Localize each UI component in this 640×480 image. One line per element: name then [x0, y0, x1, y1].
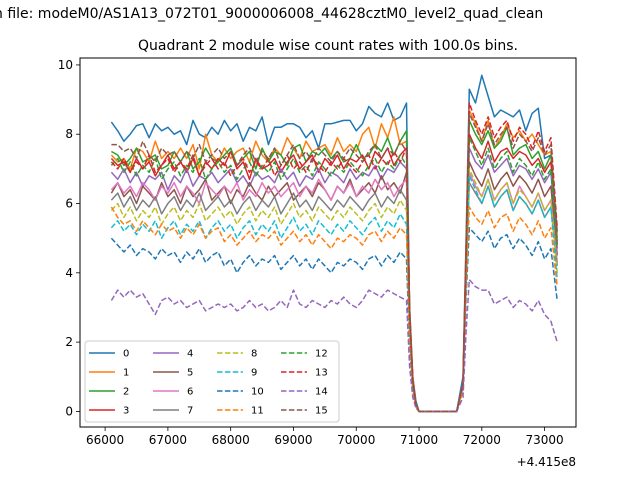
legend-label-12: 12 [315, 349, 328, 360]
figure-suptitle: n file: modeM0/AS1A13_072T01_9000006008_… [0, 6, 543, 22]
legend-label-3: 3 [123, 406, 129, 417]
chart-title: Quadrant 2 module wise count rates with … [138, 38, 518, 54]
x-tick-label: 66000 [86, 433, 124, 447]
x-tick-label: 69000 [274, 433, 312, 447]
x-tick-label: 73000 [526, 433, 564, 447]
axes-frame [79, 57, 577, 428]
x-axis: 66000 67000 68000 69000 70000 71000 72000 73000 [86, 427, 564, 447]
legend-label-10: 10 [251, 387, 264, 398]
legend-label-5: 5 [187, 368, 193, 379]
x-tick-label: 70000 [337, 433, 375, 447]
x-tick-label: 68000 [212, 433, 250, 447]
series-line-10 [110, 227, 558, 413]
series-line-14 [110, 278, 558, 413]
y-tick-label: 2 [65, 335, 73, 349]
legend-label-11: 11 [251, 406, 264, 417]
series-line-15 [111, 112, 558, 413]
legend-label-8: 8 [251, 349, 257, 360]
legend-label-4: 4 [187, 349, 193, 360]
legend-label-15: 15 [315, 406, 328, 417]
series-line-9 [110, 175, 558, 413]
legend-label-6: 6 [187, 387, 193, 398]
y-tick-label: 4 [65, 266, 73, 280]
x-tick-label: 72000 [463, 433, 501, 447]
series-line-12 [110, 136, 558, 413]
series-line-4 [110, 147, 558, 413]
plot-lines [110, 74, 558, 413]
legend-label-9: 9 [251, 368, 257, 379]
legend-label-2: 2 [123, 387, 129, 398]
series-line-6 [110, 171, 558, 413]
legend-label-7: 7 [187, 406, 193, 417]
series-line-8 [110, 168, 558, 413]
y-tick-label: 8 [65, 127, 73, 141]
series-line-0 [110, 74, 558, 413]
legend-label-0: 0 [123, 349, 129, 360]
legend-box [84, 340, 340, 423]
legend-label-1: 1 [123, 368, 129, 379]
series-line-2 [111, 119, 558, 413]
legend-label-14: 14 [315, 387, 328, 398]
x-tick-label: 71000 [400, 433, 438, 447]
x-offset-label: +4.415e8 [517, 455, 576, 469]
legend-label-13: 13 [315, 368, 328, 379]
y-tick-label: 10 [58, 58, 73, 72]
y-tick-label: 6 [65, 197, 73, 211]
x-tick-label: 67000 [149, 433, 187, 447]
y-axis: 0 2 4 6 8 10 [58, 58, 80, 418]
y-tick-label: 0 [65, 404, 73, 418]
series-line-11 [110, 206, 558, 413]
